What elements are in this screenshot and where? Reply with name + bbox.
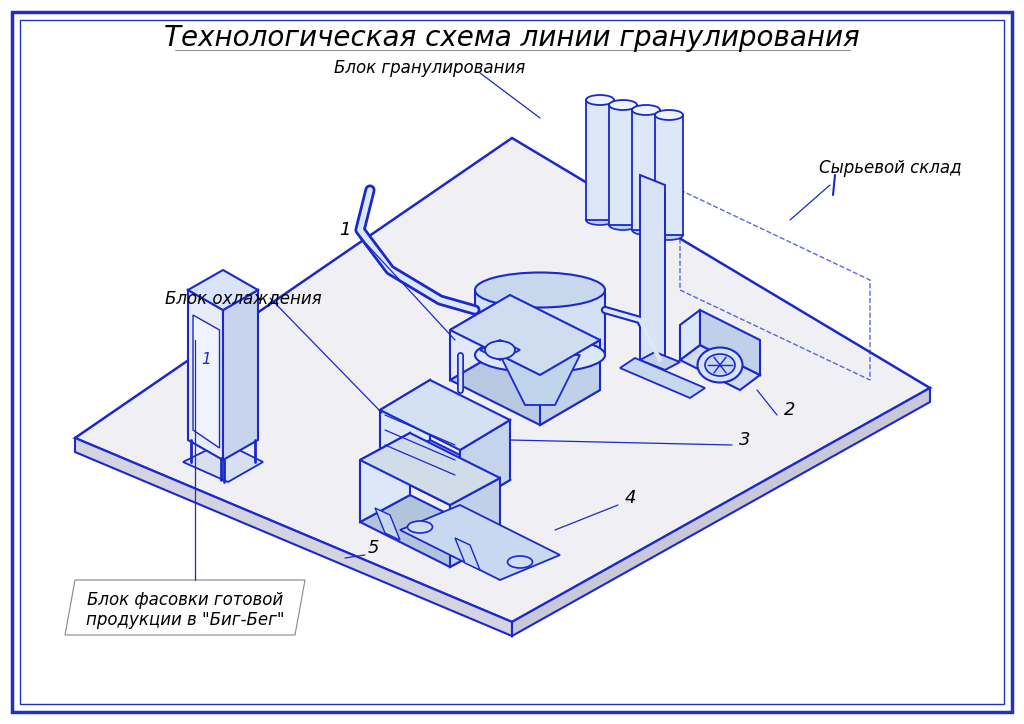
Polygon shape	[609, 105, 637, 225]
Polygon shape	[75, 438, 512, 636]
Ellipse shape	[586, 215, 614, 225]
Ellipse shape	[609, 220, 637, 230]
Polygon shape	[700, 310, 760, 375]
Polygon shape	[632, 110, 660, 230]
Text: Блок гранулирования: Блок гранулирования	[335, 59, 525, 77]
Text: Блок фасовки готовой: Блок фасовки готовой	[87, 591, 283, 609]
Ellipse shape	[408, 521, 432, 533]
Ellipse shape	[485, 341, 515, 359]
Polygon shape	[188, 290, 223, 460]
Text: 4: 4	[625, 489, 636, 507]
Polygon shape	[375, 508, 400, 540]
Polygon shape	[655, 115, 683, 235]
Polygon shape	[193, 315, 219, 448]
Text: продукции в "Биг-Бег": продукции в "Биг-Бег"	[86, 611, 285, 629]
Polygon shape	[455, 538, 480, 570]
Ellipse shape	[475, 337, 605, 373]
Polygon shape	[512, 388, 930, 636]
Polygon shape	[460, 420, 510, 510]
Polygon shape	[500, 355, 580, 405]
Polygon shape	[450, 295, 600, 375]
Polygon shape	[480, 340, 520, 360]
Polygon shape	[380, 380, 430, 470]
Text: 1: 1	[201, 353, 211, 368]
Polygon shape	[400, 505, 560, 580]
Text: 1: 1	[339, 221, 351, 239]
Polygon shape	[65, 580, 305, 635]
Text: Технологическая схема линии гранулирования: Технологическая схема линии гранулирован…	[164, 24, 860, 52]
Ellipse shape	[632, 105, 660, 115]
Polygon shape	[223, 290, 258, 460]
Polygon shape	[586, 100, 614, 220]
Polygon shape	[640, 175, 665, 370]
Ellipse shape	[609, 100, 637, 110]
Ellipse shape	[586, 95, 614, 105]
Ellipse shape	[705, 354, 735, 376]
Polygon shape	[360, 433, 500, 505]
Polygon shape	[450, 345, 600, 425]
Ellipse shape	[508, 556, 532, 568]
Text: Сырьевой склад: Сырьевой склад	[818, 159, 962, 177]
Text: 3: 3	[739, 431, 751, 449]
Text: 2: 2	[784, 401, 796, 419]
Polygon shape	[188, 270, 258, 310]
Polygon shape	[640, 352, 680, 370]
Polygon shape	[360, 433, 410, 522]
Polygon shape	[620, 358, 705, 398]
Ellipse shape	[632, 225, 660, 235]
Polygon shape	[450, 478, 500, 567]
FancyBboxPatch shape	[12, 12, 1012, 712]
Ellipse shape	[475, 272, 605, 308]
Polygon shape	[680, 310, 700, 360]
Polygon shape	[360, 495, 500, 567]
Polygon shape	[475, 290, 605, 355]
Polygon shape	[380, 380, 510, 450]
Polygon shape	[450, 295, 510, 380]
Polygon shape	[380, 440, 510, 510]
Text: 5: 5	[368, 539, 379, 557]
Ellipse shape	[655, 110, 683, 120]
Ellipse shape	[697, 348, 742, 382]
Ellipse shape	[655, 230, 683, 240]
Polygon shape	[680, 345, 760, 390]
Polygon shape	[75, 138, 930, 622]
Polygon shape	[183, 442, 263, 482]
Polygon shape	[540, 340, 600, 425]
Text: Блок охлаждения: Блок охлаждения	[165, 289, 322, 307]
